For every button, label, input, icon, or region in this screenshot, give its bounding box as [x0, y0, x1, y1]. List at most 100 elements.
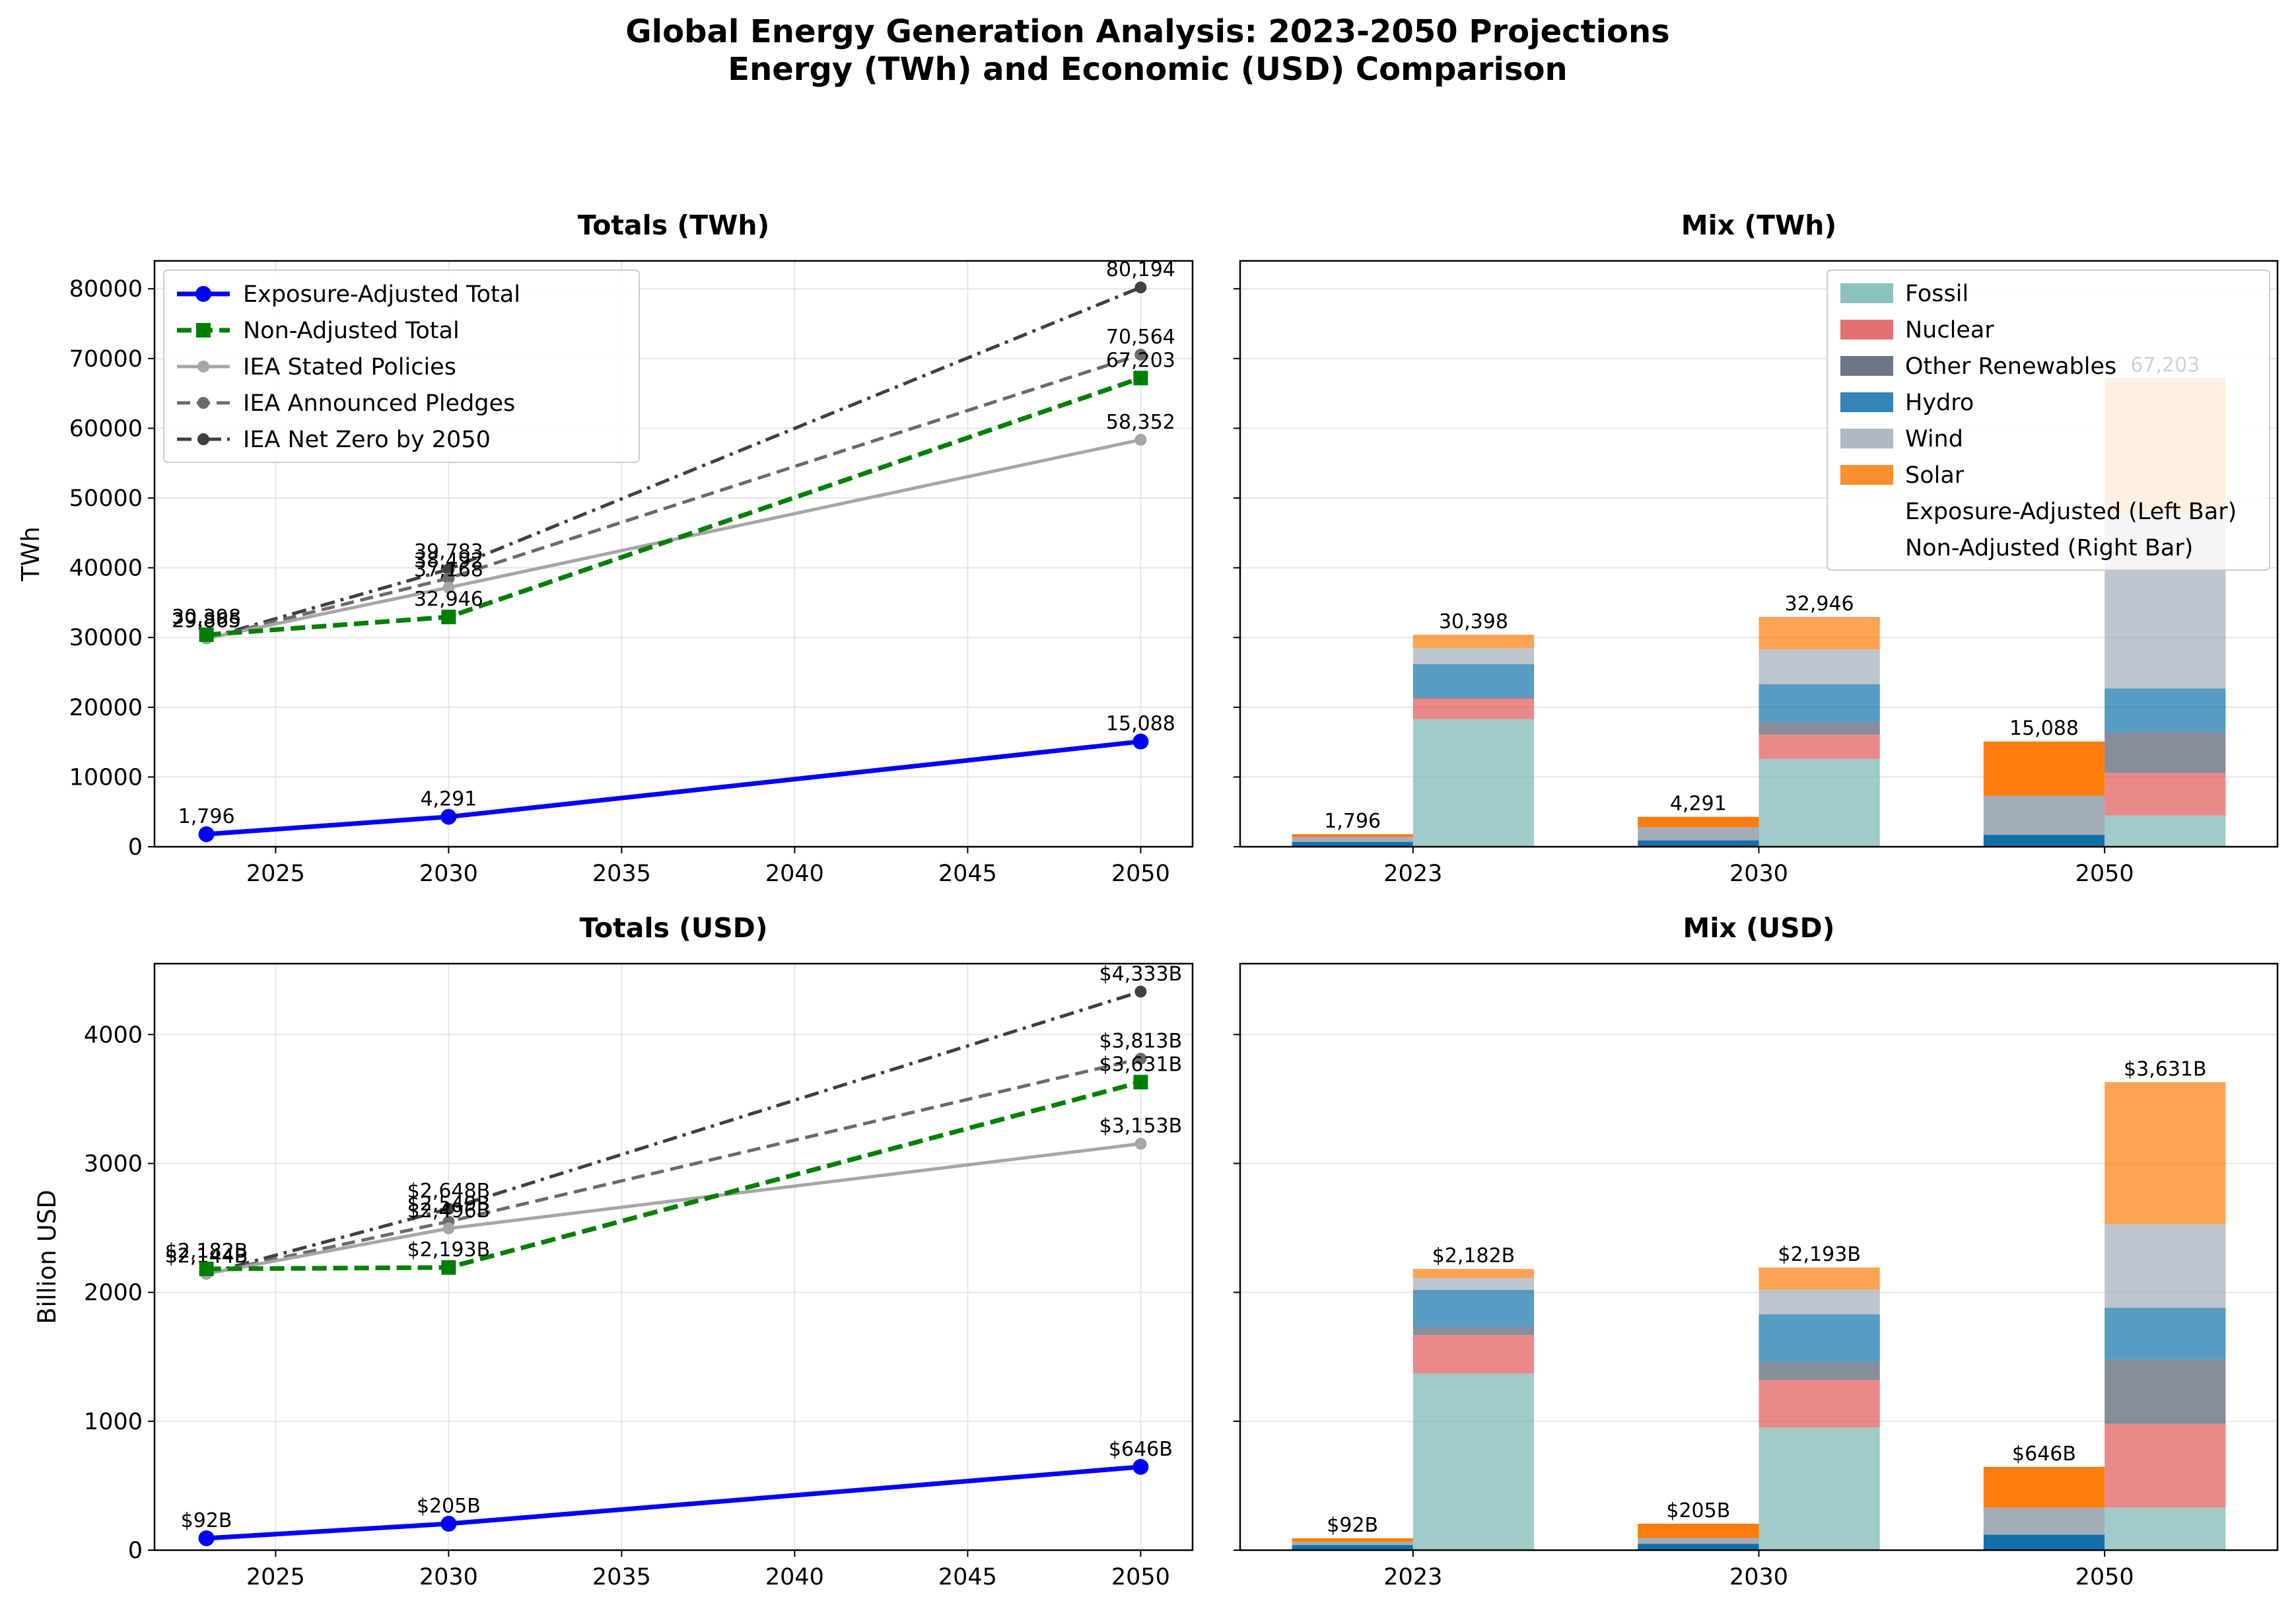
panel-title: Totals (TWh) [578, 209, 770, 241]
bar-segment-solar [1412, 1269, 1535, 1279]
legend-label: IEA Stated Policies [243, 354, 456, 380]
panel-mix-twh: Mix (TWh) 2023 1,796 30,398 2030 4,291 32,946 2… [1234, 209, 2279, 887]
bar-segment-fossil [2105, 1507, 2226, 1550]
y-tick-label: 30000 [69, 625, 143, 651]
y-tick-label: 40000 [69, 555, 143, 582]
data-point [442, 572, 455, 585]
x-tick-label: 2030 [419, 861, 478, 887]
y-tick-label: 80000 [69, 276, 143, 303]
bar-segment-wind [1983, 795, 2105, 836]
legend-marker [195, 286, 211, 302]
bar-segment-nuclear [1758, 1380, 1880, 1428]
y-tick-label: 0 [128, 834, 143, 861]
bar-segment-solar [1638, 816, 1759, 828]
bar-total-label: $3,631B [2124, 1057, 2207, 1081]
bar-segment-hydro [1758, 684, 1880, 722]
data-point [1134, 1137, 1147, 1150]
bar-total-label: $2,182B [1432, 1244, 1515, 1267]
legend-label: Exposure-Adjusted Total [243, 281, 520, 308]
bar-segment-hydro [2105, 688, 2226, 732]
legend-swatch [1840, 320, 1893, 339]
data-label: 38,492 [414, 550, 483, 573]
data-label: $2,648B [407, 1180, 491, 1203]
data-label: 70,564 [1106, 326, 1175, 349]
x-tick-label: 2050 [1111, 1564, 1170, 1590]
legend-marker [197, 361, 209, 373]
bar-segment-solar [1983, 1466, 2105, 1508]
y-tick-label: 20000 [69, 695, 143, 721]
bar-total-label: 1,796 [1324, 810, 1381, 833]
bar-segment-wind [1638, 827, 1759, 841]
legend-label: IEA Net Zero by 2050 [243, 427, 491, 453]
y-tick-label: 0 [128, 1538, 143, 1564]
legend-label: Exposure-Adjusted (Left Bar) [1905, 499, 2237, 525]
data-label: $3,813B [1099, 1030, 1183, 1053]
data-point [441, 610, 456, 625]
bar-segment-wind [1412, 1278, 1535, 1290]
data-label: 58,352 [1106, 411, 1175, 434]
bar-segment-hydro [1292, 1545, 1413, 1550]
x-tick-label: 2035 [592, 1564, 651, 1590]
data-point [199, 1262, 214, 1277]
bar-segment-fossil [1758, 758, 1880, 847]
series-line [206, 1464, 1141, 1541]
data-point [441, 1260, 456, 1275]
legend-label: Hydro [1905, 390, 1974, 416]
data-point [1133, 371, 1148, 386]
data-point [1134, 348, 1147, 361]
figure-title-line1: Global Energy Generation Analysis: 2023-… [625, 13, 1669, 50]
series-line [206, 438, 1141, 641]
bar-total-label: $646B [2012, 1443, 2076, 1466]
legend-marker [196, 323, 211, 338]
bar-segment-wind [2105, 1224, 2226, 1308]
bar-segment-nuclear [2105, 1423, 2226, 1508]
data-label: $205B [417, 1495, 481, 1518]
y-tick-label: 70000 [69, 346, 143, 373]
data-label: $2,496B [407, 1199, 491, 1223]
bar-segment-fossil [2105, 815, 2226, 847]
x-tick-label: 2025 [246, 1564, 305, 1590]
bar-segment-hydro [1983, 835, 2105, 847]
data-label: 32,946 [414, 588, 483, 611]
y-tick-label: 3000 [84, 1151, 143, 1178]
y-axis-label: TWh [17, 526, 45, 582]
bar-segment-solar [2105, 1082, 2226, 1225]
data-point [1134, 985, 1147, 998]
bar-segment-fossil [1412, 719, 1535, 847]
x-tick-label: 2030 [1729, 1564, 1788, 1590]
legend-swatch [1840, 429, 1893, 448]
data-label: 37,168 [414, 559, 483, 582]
bar-total-label: $205B [1666, 1499, 1730, 1522]
x-tick-label: 2025 [246, 861, 305, 887]
x-tick-label: 2045 [938, 861, 997, 887]
x-tick-label: 2045 [938, 1564, 997, 1590]
data-label: $92B [181, 1509, 232, 1532]
data-label: $4,333B [1099, 962, 1183, 985]
data-label: 30,398 [172, 606, 241, 629]
bar-segment-solar [1638, 1523, 1759, 1538]
bar-segment-wind [1638, 1538, 1759, 1544]
bar-segment-wind [1412, 648, 1535, 664]
bar-segment-other-renewables [2105, 732, 2226, 773]
data-label: 1,796 [178, 805, 235, 828]
data-point [1132, 1458, 1149, 1475]
legend-swatch [1840, 356, 1893, 376]
data-point [198, 826, 215, 843]
series-line [206, 1079, 1142, 1271]
axes-frame [1239, 260, 2279, 848]
bar-total-label: $92B [1327, 1514, 1378, 1537]
legend-swatch [1840, 283, 1893, 303]
bar-segment-nuclear [1412, 1335, 1535, 1374]
y-axis-label: Billion USD [33, 1190, 61, 1324]
bar-segment-wind [1758, 1289, 1880, 1314]
bar-segment-other-renewables [1758, 1362, 1880, 1380]
bar-segment-other-renewables [1758, 721, 1880, 734]
x-tick-label: 2050 [2075, 861, 2134, 887]
data-label: $3,153B [1099, 1115, 1183, 1138]
bar-segment-hydro [1983, 1534, 2105, 1550]
data-label: 80,194 [1106, 258, 1175, 281]
bar-segment-hydro [1412, 664, 1535, 697]
panel-title: Mix (USD) [1683, 912, 1835, 944]
bar-segment-hydro [1292, 841, 1413, 847]
